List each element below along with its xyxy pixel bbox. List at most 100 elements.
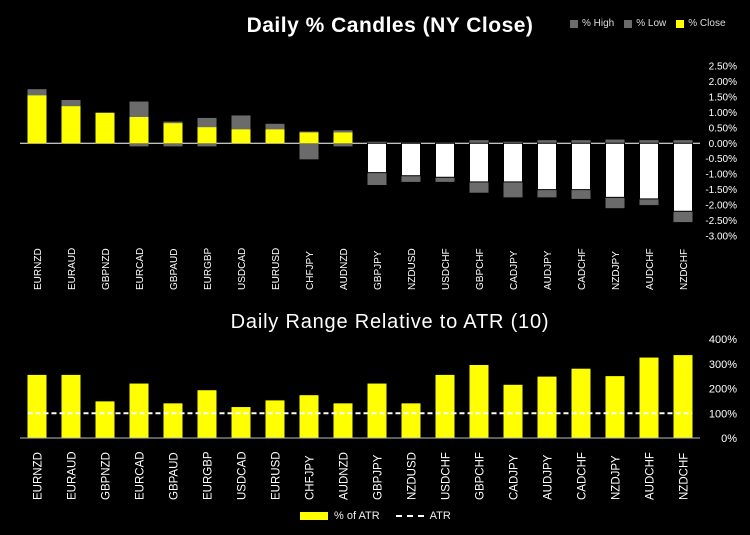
candle-body <box>605 142 625 198</box>
atr-bar <box>537 376 557 438</box>
atr-chart-title: Daily Range Relative to ATR (10) <box>230 311 550 333</box>
atr-x-label: CADCHF <box>577 452 589 500</box>
candle-body <box>163 123 183 144</box>
candle-ytick-label: -0.50% <box>705 154 737 165</box>
legend-low-swatch <box>624 19 633 28</box>
atr-x-label: AUDCHF <box>645 452 657 500</box>
candle-body <box>333 132 353 144</box>
candle-ytick-label: 1.50% <box>709 92 737 103</box>
atr-bar <box>163 403 183 438</box>
legend-high: % High <box>570 18 614 29</box>
atr-ytick-label: 300% <box>709 359 737 371</box>
candle-x-label: GBPNZD <box>101 248 112 290</box>
candle-ytick-label: -1.50% <box>705 185 737 196</box>
atr-bar <box>639 357 659 438</box>
candle-body <box>299 132 319 144</box>
candle-ytick-label: 1.00% <box>709 108 737 119</box>
candle-body <box>673 142 693 212</box>
candle-x-label: EURGBP <box>203 247 214 290</box>
candle-body <box>231 129 251 144</box>
candle-ytick-label: -1.00% <box>705 170 737 181</box>
candle-x-label: EURNZD <box>33 248 44 290</box>
legend-atr-swatch <box>395 515 424 517</box>
atr-bar <box>605 376 625 438</box>
candle-body <box>61 106 81 144</box>
legend-close-label: % Close <box>688 18 726 29</box>
candle-x-label: NZDJPY <box>611 251 622 290</box>
candle-ytick-label: -3.00% <box>705 232 737 243</box>
atr-bar <box>299 395 319 438</box>
candle-x-label: USDCHF <box>441 248 452 290</box>
candle-ytick-label: -2.00% <box>705 201 737 212</box>
legend-atr: ATR <box>395 510 451 522</box>
legend-atr-label: ATR <box>429 510 451 522</box>
candle-body <box>571 142 591 191</box>
candle-x-label: CADCHF <box>577 248 588 290</box>
candle-x-label: USDCAD <box>237 248 248 290</box>
candle-body <box>129 117 149 144</box>
legend-close-swatch <box>676 19 685 28</box>
candles-chart-title: Daily % Candles (NY Close) <box>246 14 534 37</box>
candle-x-label: NZDCHF <box>679 249 690 290</box>
candles-legend: % High % Low % Close <box>570 18 726 29</box>
atr-x-label: EURGBP <box>203 451 215 500</box>
atr-x-label: EURUSD <box>271 451 283 500</box>
candle-ytick-label: -2.50% <box>705 216 737 227</box>
atr-bar <box>673 355 693 438</box>
atr-x-label: AUDJPY <box>543 454 555 500</box>
atr-bar <box>571 368 591 438</box>
atr-bar <box>333 403 353 438</box>
atr-bar <box>61 374 81 438</box>
atr-ytick-label: 400% <box>709 334 737 346</box>
atr-x-label: EURCAD <box>135 451 147 500</box>
atr-bar <box>129 383 149 438</box>
candle-x-label: AUDJPY <box>543 250 554 290</box>
atr-bar <box>503 384 523 438</box>
candle-body <box>503 142 523 183</box>
atr-x-label: NZDUSD <box>407 452 419 500</box>
legend-pct-atr-swatch <box>300 512 328 520</box>
legend-high-swatch <box>570 19 578 28</box>
candle-x-label: NZDUSD <box>407 248 418 290</box>
atr-bar <box>469 364 489 438</box>
candle-x-label: GBPAUD <box>169 249 180 291</box>
legend-pct-atr-label: % of ATR <box>334 510 380 522</box>
legend-pct-atr: % of ATR <box>300 510 380 522</box>
atr-bar <box>401 403 421 438</box>
atr-bar <box>95 401 115 438</box>
candle-ytick-label: 0.00% <box>709 139 737 150</box>
candle-x-label: CHFJPY <box>305 251 316 290</box>
legend-low-label: % Low <box>636 18 667 29</box>
legend-close: % Close <box>676 18 726 29</box>
atr-x-label: EURAUD <box>67 451 79 500</box>
candle-x-label: CADJPY <box>509 250 520 290</box>
atr-ytick-label: 100% <box>709 408 737 420</box>
atr-x-label: CHFJPY <box>305 455 317 500</box>
atr-bar <box>265 400 285 438</box>
candle-x-label: EURAUD <box>67 248 78 290</box>
legend-low: % Low <box>624 18 666 29</box>
candle-body <box>197 127 217 144</box>
atr-ytick-label: 0% <box>721 433 737 445</box>
candle-ytick-label: 0.50% <box>709 123 737 134</box>
candle-body <box>537 142 557 191</box>
atr-x-label: EURNZD <box>33 452 45 500</box>
candle-x-label: EURCAD <box>135 248 146 290</box>
atr-x-label: GBPCHF <box>475 452 487 500</box>
candle-ytick-label: 2.50% <box>709 62 737 73</box>
candle-body <box>265 129 285 144</box>
atr-legend: % of ATR ATR <box>300 510 451 522</box>
atr-x-label: USDCAD <box>237 451 249 500</box>
atr-bar <box>367 383 387 438</box>
atr-bar <box>231 407 251 438</box>
candle-body <box>367 142 387 174</box>
candle-body <box>639 142 659 200</box>
legend-high-label: % High <box>582 18 615 29</box>
atr-ytick-label: 200% <box>709 384 737 396</box>
atr-x-label: NZDJPY <box>611 455 623 500</box>
atr-x-label: GBPAUD <box>169 452 181 500</box>
candle-body <box>401 142 421 177</box>
atr-x-label: CADJPY <box>509 454 521 500</box>
candle-x-label: GBPJPY <box>373 250 384 290</box>
